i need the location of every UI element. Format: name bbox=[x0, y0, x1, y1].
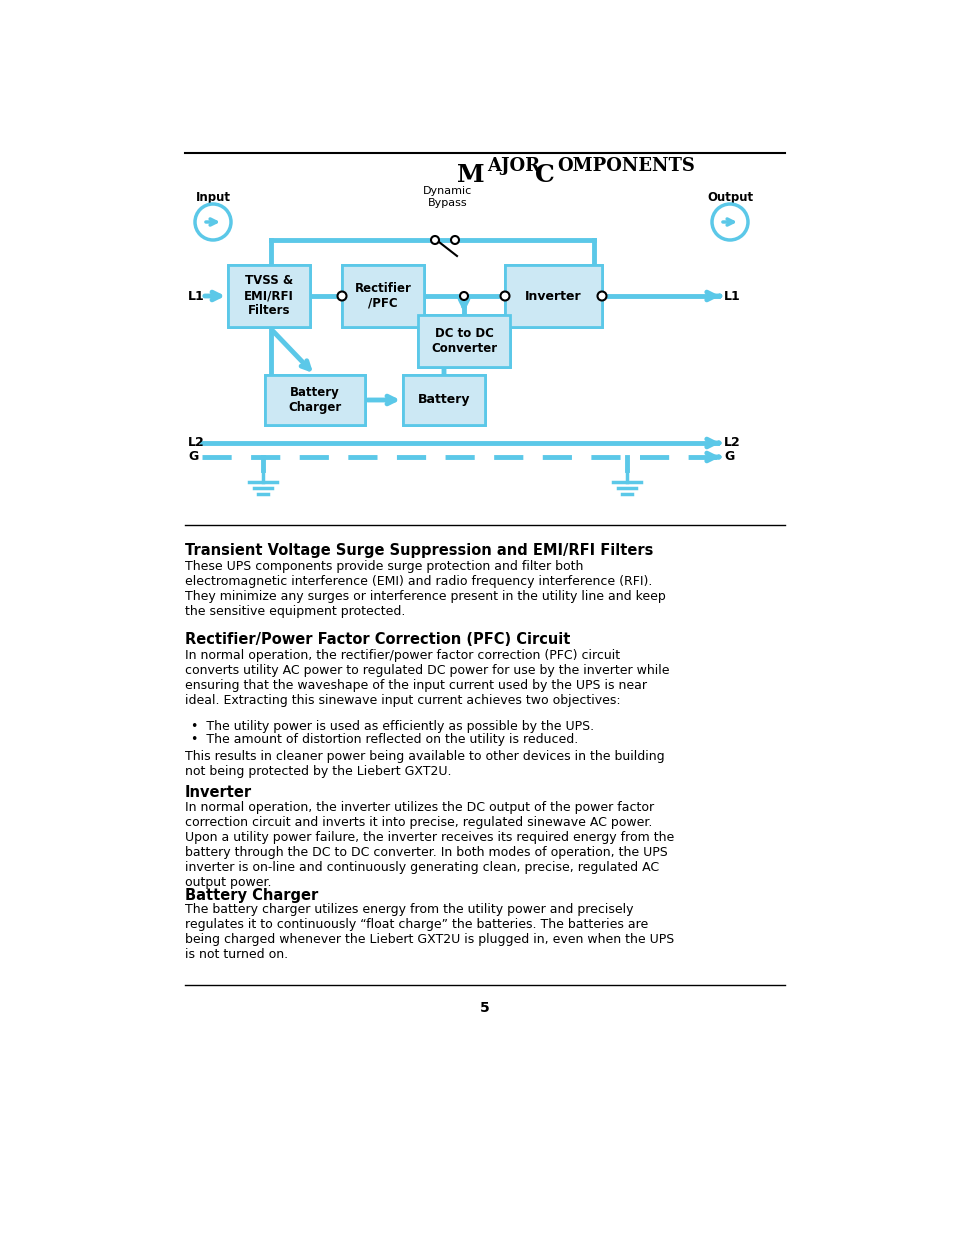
Text: Battery Charger: Battery Charger bbox=[185, 888, 318, 903]
Text: L1: L1 bbox=[188, 289, 205, 303]
Text: The battery charger utilizes energy from the utility power and precisely
regulat: The battery charger utilizes energy from… bbox=[185, 903, 674, 961]
FancyBboxPatch shape bbox=[228, 266, 310, 327]
FancyBboxPatch shape bbox=[504, 266, 601, 327]
Text: DC to DC
Converter: DC to DC Converter bbox=[431, 327, 497, 354]
Text: M: M bbox=[456, 163, 484, 186]
Circle shape bbox=[597, 291, 606, 300]
FancyBboxPatch shape bbox=[341, 266, 423, 327]
Text: In normal operation, the rectifier/power factor correction (PFC) circuit
convert: In normal operation, the rectifier/power… bbox=[185, 650, 669, 706]
Text: Rectifier
/PFC: Rectifier /PFC bbox=[355, 282, 411, 310]
Circle shape bbox=[337, 291, 346, 300]
Text: In normal operation, the inverter utilizes the DC output of the power factor
cor: In normal operation, the inverter utiliz… bbox=[185, 802, 674, 889]
FancyBboxPatch shape bbox=[228, 266, 310, 327]
Text: Rectifier/Power Factor Correction (PFC) Circuit: Rectifier/Power Factor Correction (PFC) … bbox=[185, 632, 570, 647]
Text: L1: L1 bbox=[723, 289, 740, 303]
FancyBboxPatch shape bbox=[504, 266, 601, 327]
Text: C: C bbox=[535, 163, 555, 186]
Text: Transient Voltage Surge Suppression and EMI/RFI Filters: Transient Voltage Surge Suppression and … bbox=[185, 543, 653, 558]
Circle shape bbox=[451, 236, 458, 245]
Text: •  The amount of distortion reflected on the utility is reduced.: • The amount of distortion reflected on … bbox=[191, 734, 578, 746]
FancyBboxPatch shape bbox=[417, 315, 510, 367]
Text: 5: 5 bbox=[479, 1002, 489, 1015]
Text: AJOR: AJOR bbox=[486, 157, 546, 175]
Circle shape bbox=[500, 291, 509, 300]
Text: L2: L2 bbox=[188, 436, 205, 450]
Text: G: G bbox=[723, 451, 734, 463]
Text: OMPONENTS: OMPONENTS bbox=[557, 157, 694, 175]
Text: Battery
Charger: Battery Charger bbox=[288, 387, 341, 414]
Text: Inverter: Inverter bbox=[525, 289, 581, 303]
Circle shape bbox=[459, 291, 468, 300]
Text: G: G bbox=[188, 451, 198, 463]
Text: L2: L2 bbox=[723, 436, 740, 450]
FancyBboxPatch shape bbox=[402, 375, 484, 425]
Text: Output: Output bbox=[706, 190, 752, 204]
FancyBboxPatch shape bbox=[402, 375, 484, 425]
FancyBboxPatch shape bbox=[265, 375, 365, 425]
Text: Input: Input bbox=[195, 190, 231, 204]
Text: Inverter: Inverter bbox=[185, 785, 252, 800]
Text: This results in cleaner power being available to other devices in the building
n: This results in cleaner power being avai… bbox=[185, 750, 664, 778]
Text: TVSS &
EMI/RFI
Filters: TVSS & EMI/RFI Filters bbox=[244, 274, 294, 317]
Text: •  The utility power is used as efficiently as possible by the UPS.: • The utility power is used as efficient… bbox=[191, 720, 594, 734]
FancyBboxPatch shape bbox=[417, 315, 510, 367]
Text: Battery: Battery bbox=[417, 394, 470, 406]
Circle shape bbox=[431, 236, 438, 245]
FancyBboxPatch shape bbox=[265, 375, 365, 425]
FancyBboxPatch shape bbox=[341, 266, 423, 327]
Text: These UPS components provide surge protection and filter both
electromagnetic in: These UPS components provide surge prote… bbox=[185, 559, 665, 618]
Text: Dynamic
Bypass: Dynamic Bypass bbox=[423, 186, 472, 207]
